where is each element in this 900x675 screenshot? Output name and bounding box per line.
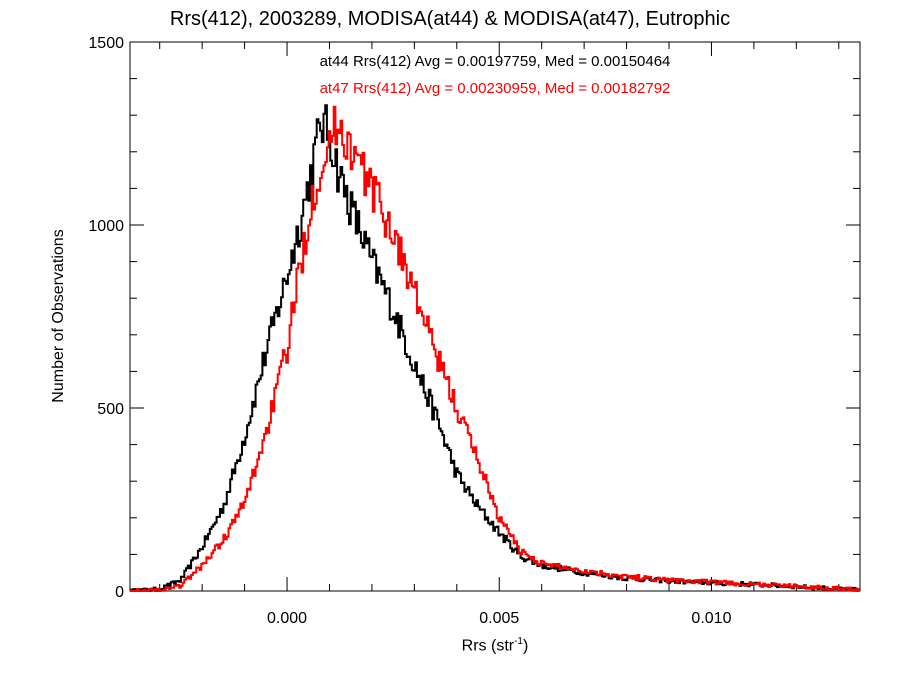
y-tick-label: 1500: [88, 35, 124, 52]
y-tick-label: 1000: [88, 218, 124, 235]
x-tick-label: 0.000: [267, 610, 307, 627]
stats-at44: at44 Rrs(412) Avg = 0.00197759, Med = 0.…: [319, 53, 671, 70]
chart-title: Rrs(412), 2003289, MODISA(at44) & MODISA…: [169, 8, 731, 30]
stats-at47: at47 Rrs(412) Avg = 0.00230959, Med = 0.…: [319, 80, 671, 97]
histogram-series-0: [130, 104, 860, 592]
plot-frame: [129, 41, 861, 592]
series-layer: [130, 104, 860, 592]
x-axis-label: Rrs (str-1): [130, 636, 860, 655]
x-tick-label: 0.005: [479, 610, 519, 627]
histogram-series-1: [130, 105, 860, 592]
axis-tick-labels: 0 500 1000 1500 0.000 0.005 0.010: [88, 35, 731, 627]
x-tick-label: 0.010: [691, 610, 731, 627]
x-axis-label-sup: -1: [514, 636, 523, 647]
y-axis-label: Number of Observations: [50, 229, 67, 403]
x-axis-label-main: Rrs (str: [461, 637, 515, 655]
y-tick-label: 500: [97, 401, 124, 418]
y-tick-label: 0: [115, 584, 124, 601]
x-axis-label-close: ): [523, 637, 529, 655]
